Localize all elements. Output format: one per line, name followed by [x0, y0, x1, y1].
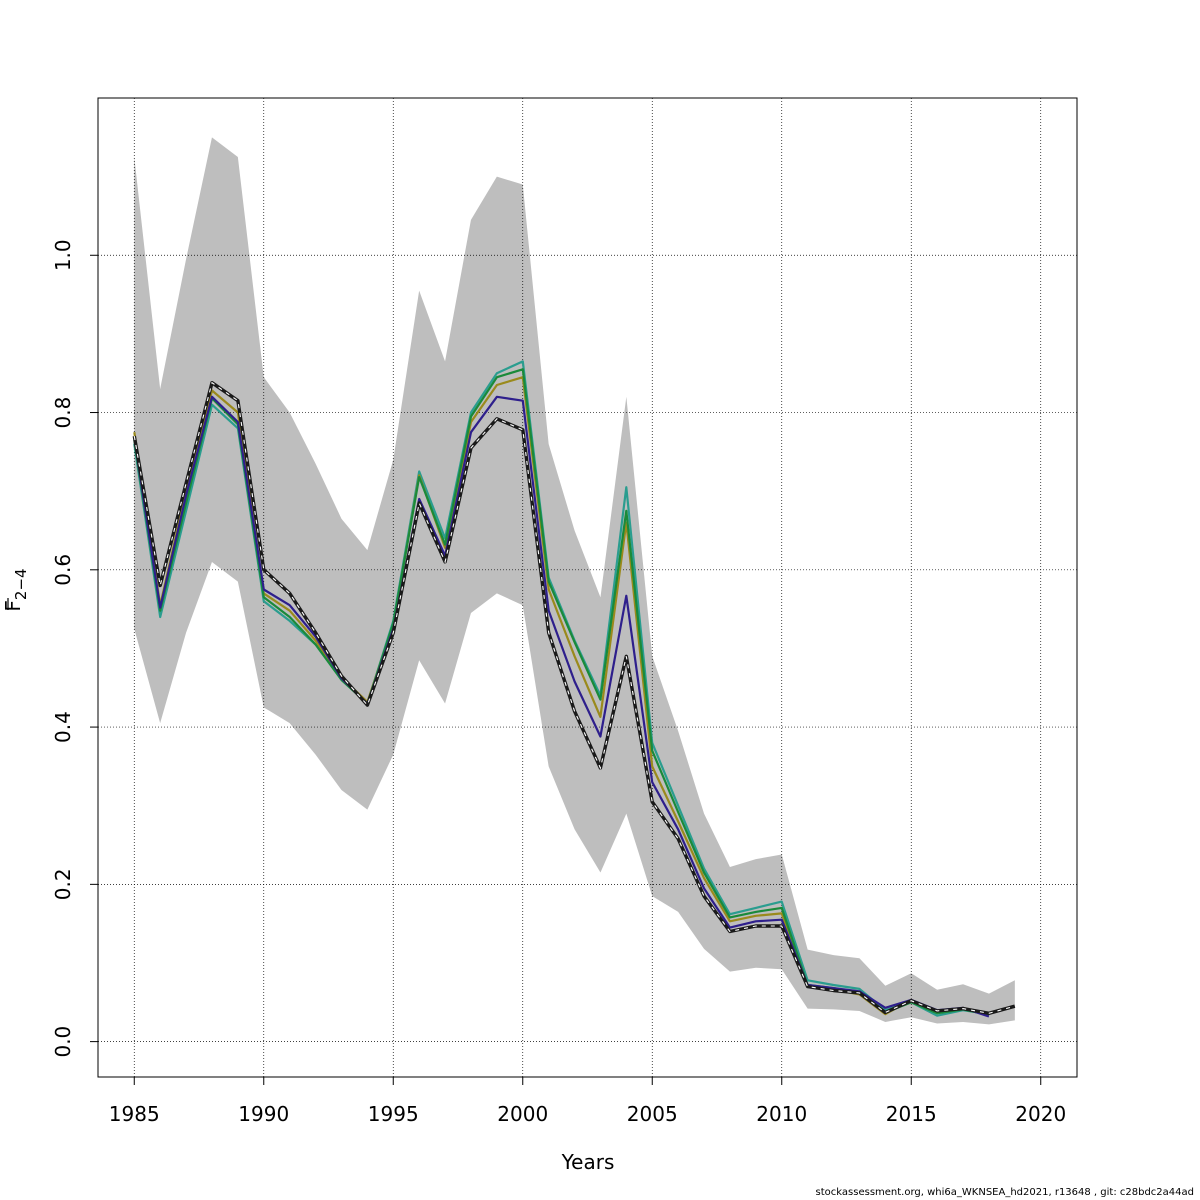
x-tick-label: 2015 [886, 1102, 937, 1126]
x-tick-label: 2010 [756, 1102, 807, 1126]
footer-credit: stockassessment.org, whi6a_WKNSEA_hd2021… [815, 1187, 1194, 1198]
x-tick-label: 1990 [238, 1102, 289, 1126]
x-tick-label: 2000 [497, 1102, 548, 1126]
grid-layer [98, 98, 1077, 1077]
confidence-band-layer [134, 137, 1015, 1025]
y-axis-title-subscript: 2−4 [12, 568, 30, 600]
x-tick-label: 2005 [627, 1102, 678, 1126]
series-line-3 [133, 395, 990, 1018]
x-tick-label: 1995 [368, 1102, 419, 1126]
axis-layer: 1985 1990 1995 2000 2005 2010 2015 2020 0.0 0.2 0.… [51, 239, 1066, 1126]
plot-frame [97, 97, 1078, 1078]
y-tick-label: 0.0 [51, 1026, 75, 1058]
x-tick-label: 2020 [1015, 1102, 1066, 1126]
y-tick-label: 0.2 [51, 868, 75, 900]
x-tick-label: 1985 [109, 1102, 160, 1126]
y-tick-label: 0.4 [51, 711, 75, 743]
confidence-band [134, 137, 1015, 1025]
series-line-4-dashes [133, 381, 1015, 1014]
y-tick-label: 0.6 [51, 554, 75, 586]
y-axis-title-main: F [1, 600, 25, 612]
y-tick-label: 0.8 [51, 397, 75, 429]
y-tick-label: 1.0 [51, 239, 75, 271]
y-axis-title: F2−4 [1, 568, 30, 611]
x-axis-title: Years [561, 1150, 615, 1174]
series-layer [132, 360, 1016, 1018]
